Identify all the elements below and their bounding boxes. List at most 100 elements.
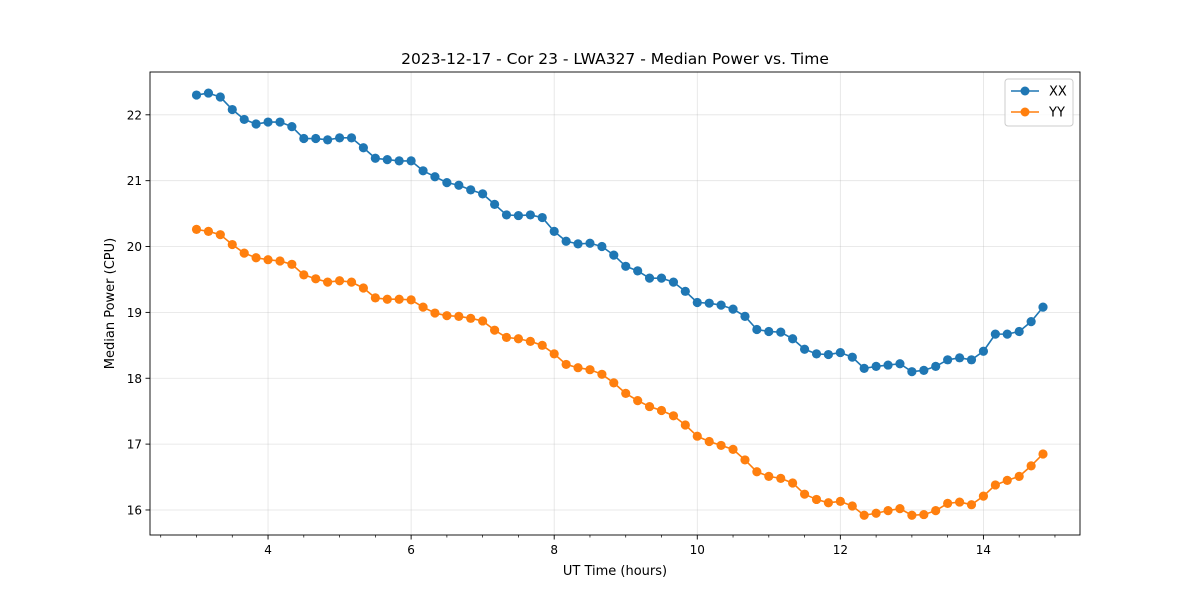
data-point-xx (1002, 329, 1012, 339)
plot-area: 4 6 8 10 12 14 16 17 18 19 20 21 22 (127, 71, 1081, 557)
data-point-xx (609, 250, 619, 260)
data-point-yy (299, 270, 309, 280)
data-point-xx (418, 166, 428, 176)
data-point-yy (513, 334, 524, 344)
x-tick-label: 6 (407, 543, 415, 557)
data-point-yy (895, 504, 905, 514)
data-point-yy (883, 506, 893, 516)
data-point-yy (287, 259, 297, 269)
data-point-yy (907, 510, 917, 520)
data-point-yy (764, 471, 774, 481)
data-point-xx (728, 304, 738, 314)
data-point-xx (454, 180, 464, 190)
data-point-xx (966, 355, 977, 365)
data-point-yy (454, 311, 464, 321)
data-point-xx (191, 90, 202, 100)
data-point-xx (633, 266, 643, 276)
data-point-xx (442, 178, 452, 188)
data-point-yy (430, 308, 440, 318)
data-point-yy (203, 226, 214, 236)
data-point-xx (811, 349, 822, 359)
chart-title: 2023-12-17 - Cor 23 - LWA327 - Median Po… (401, 50, 829, 68)
data-point-yy (740, 455, 750, 465)
data-point-yy (788, 478, 798, 488)
data-point-xx (621, 261, 631, 271)
data-point-xx (334, 133, 345, 143)
data-point-xx (382, 154, 392, 165)
data-point-yy (811, 494, 822, 505)
data-point-yy (943, 498, 953, 508)
data-point-yy (251, 253, 261, 263)
data-point-yy (990, 480, 1000, 490)
data-point-xx (907, 367, 917, 377)
data-point-xx (251, 119, 261, 129)
data-point-yy (716, 440, 726, 451)
data-point-yy (799, 489, 810, 499)
data-point-yy (644, 401, 655, 412)
data-point-xx (585, 238, 595, 248)
data-point-xx (227, 104, 237, 115)
series-layer (191, 88, 1048, 520)
legend-marker-xx (1020, 86, 1030, 96)
data-point-xx (239, 114, 249, 125)
y-tick-label: 20 (127, 240, 142, 254)
data-point-xx (490, 199, 500, 209)
data-point-yy (323, 277, 333, 287)
data-point-yy (1014, 471, 1024, 481)
y-tick-label: 16 (127, 503, 142, 517)
data-point-xx (931, 361, 941, 371)
series-xx (191, 88, 1048, 377)
data-point-yy (466, 313, 476, 323)
data-point-xx (323, 135, 333, 145)
series-yy (191, 224, 1048, 520)
data-point-yy (931, 506, 941, 516)
data-point-xx (525, 210, 535, 220)
data-point-xx (549, 226, 559, 236)
data-point-yy (215, 230, 225, 240)
data-point-xx (859, 363, 869, 373)
data-point-yy (382, 294, 392, 304)
data-point-yy (525, 336, 535, 346)
data-point-xx (215, 92, 225, 102)
data-point-yy (597, 369, 607, 379)
grid (150, 72, 1080, 535)
data-point-yy (442, 311, 452, 321)
data-point-xx (275, 117, 285, 127)
data-point-yy (478, 316, 488, 326)
data-point-xx (955, 353, 965, 363)
data-point-xx (990, 329, 1000, 339)
data-point-yy (692, 431, 702, 441)
data-point-yy (728, 444, 738, 454)
data-point-xx (466, 185, 476, 195)
data-point-xx (656, 273, 667, 283)
data-point-yy (561, 359, 571, 370)
data-point-xx (430, 172, 440, 182)
data-point-yy (346, 277, 357, 287)
x-tick-label: 12 (833, 543, 848, 557)
data-point-xx (799, 344, 810, 354)
data-point-yy (776, 473, 786, 483)
x-tick-label: 10 (690, 543, 705, 557)
data-point-xx (704, 298, 714, 308)
data-point-xx (835, 347, 845, 358)
y-tick-label: 19 (127, 306, 142, 320)
data-point-yy (955, 497, 965, 507)
data-point-xx (406, 156, 416, 166)
data-point-yy (370, 293, 380, 303)
data-point-xx (847, 352, 857, 362)
data-point-xx (1014, 326, 1024, 337)
data-point-yy (966, 500, 977, 510)
data-point-xx (871, 361, 881, 371)
axes-background (150, 72, 1080, 535)
x-tick-label: 8 (550, 543, 558, 557)
data-point-xx (263, 117, 273, 127)
data-point-yy (1002, 475, 1012, 485)
data-point-yy (978, 491, 989, 501)
data-point-yy (871, 508, 881, 518)
legend-label-yy: YY (1048, 106, 1065, 121)
ticks: 4 6 8 10 12 14 16 17 18 19 20 21 22 (127, 108, 1056, 557)
data-point-xx (716, 300, 726, 310)
data-point-yy (668, 411, 679, 421)
data-point-xx (299, 133, 309, 144)
